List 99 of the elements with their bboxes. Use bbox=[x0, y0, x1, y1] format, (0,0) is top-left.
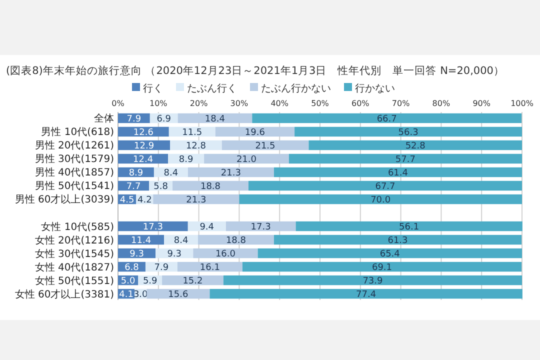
data-label: 12.8 bbox=[186, 141, 206, 152]
data-label: 56.1 bbox=[399, 222, 420, 232]
data-label: 61.3 bbox=[388, 236, 408, 246]
x-tick-label: 30% bbox=[230, 99, 248, 108]
data-label: 5.8 bbox=[154, 182, 168, 192]
bar bbox=[153, 194, 240, 204]
data-label: 15.6 bbox=[168, 290, 188, 300]
chart-title: (図表8)年末年始の旅行意向 （2020年12月23日～2021年1月3日 性年代別 単一回答 N=20,000） bbox=[6, 64, 504, 77]
bar bbox=[274, 234, 522, 245]
data-label: 18.8 bbox=[200, 182, 221, 192]
data-label: 11.5 bbox=[182, 128, 202, 138]
data-label: 8.9 bbox=[128, 168, 144, 178]
data-label: 6.8 bbox=[124, 262, 140, 273]
y-tick-label: 男性 20代(1261) bbox=[34, 140, 114, 152]
bar bbox=[223, 275, 522, 286]
data-label: 9.3 bbox=[130, 249, 144, 260]
x-tick-label: 100% bbox=[510, 99, 534, 108]
bar bbox=[252, 113, 522, 124]
data-label: 77.4 bbox=[356, 290, 376, 300]
data-label: 12.4 bbox=[133, 154, 154, 165]
data-label: 52.8 bbox=[405, 141, 426, 152]
bar bbox=[118, 221, 188, 232]
data-label: 61.4 bbox=[388, 168, 408, 178]
x-tick-label: 40% bbox=[270, 99, 289, 108]
data-label: 12.9 bbox=[134, 141, 154, 152]
x-tick-label: 80% bbox=[432, 99, 450, 108]
data-label: 21.3 bbox=[220, 168, 241, 178]
data-label: 9.4 bbox=[200, 222, 214, 232]
legend-label: 行かない bbox=[355, 84, 395, 94]
data-label: 65.4 bbox=[380, 249, 400, 260]
data-label: 18.4 bbox=[204, 114, 226, 124]
bar bbox=[258, 248, 522, 258]
data-label: 7.9 bbox=[154, 262, 169, 273]
bar bbox=[248, 180, 522, 191]
bar bbox=[188, 167, 274, 178]
y-tick-label: 女性 40代(1827) bbox=[34, 261, 114, 274]
x-tick-label: 90% bbox=[472, 99, 491, 108]
y-tick-label: 女性 60才以上(3381) bbox=[14, 288, 114, 300]
data-label: 57.7 bbox=[395, 154, 416, 165]
data-label: 16.1 bbox=[200, 262, 220, 273]
data-label: 66.7 bbox=[376, 114, 397, 124]
y-tick-label: 女性 50代(1551) bbox=[34, 274, 114, 287]
data-label: 4.5 bbox=[120, 195, 134, 206]
bar bbox=[242, 262, 522, 272]
data-label: 15.2 bbox=[182, 276, 203, 286]
y-tick-label: 女性 20代(1216) bbox=[34, 234, 114, 246]
data-label: 21.5 bbox=[255, 141, 276, 152]
bar bbox=[239, 194, 522, 204]
legend-label: たぶん行かない bbox=[261, 84, 331, 94]
bar bbox=[274, 167, 522, 178]
bar bbox=[210, 288, 522, 299]
bar bbox=[226, 221, 296, 232]
y-tick-label: 男性 10代(618) bbox=[41, 126, 114, 138]
data-label: 70.0 bbox=[370, 195, 391, 206]
data-label: 67.7 bbox=[375, 182, 396, 192]
y-tick-label: 女性 10代(585) bbox=[41, 220, 114, 233]
legend-label: たぶん行く bbox=[187, 84, 237, 94]
data-label: 4.1 bbox=[119, 290, 134, 300]
y-tick-label: 女性 30代(1545) bbox=[34, 248, 114, 260]
y-tick-label: 男性 40代(1857) bbox=[34, 166, 114, 179]
data-label: 4.2 bbox=[138, 195, 152, 206]
legend-label: 行く bbox=[143, 84, 163, 94]
data-label: 16.0 bbox=[215, 249, 236, 260]
bar bbox=[294, 126, 522, 137]
data-label: 21.0 bbox=[236, 154, 257, 165]
data-label: 19.6 bbox=[244, 128, 266, 138]
data-label: 5.9 bbox=[142, 276, 158, 286]
bar bbox=[288, 154, 522, 164]
data-label: 6.9 bbox=[156, 114, 172, 124]
data-label: 56.3 bbox=[398, 128, 418, 138]
data-label: 73.9 bbox=[362, 276, 384, 286]
data-label: 8.9 bbox=[178, 154, 194, 165]
data-label: 7.7 bbox=[126, 182, 141, 192]
data-label: 7.9 bbox=[126, 114, 142, 124]
y-tick-label: 男性 60才以上(3039) bbox=[14, 194, 114, 206]
bar bbox=[308, 140, 522, 150]
x-tick-label: 70% bbox=[392, 99, 410, 108]
data-label: 17.3 bbox=[250, 222, 271, 232]
x-tick-label: 50% bbox=[311, 99, 330, 108]
bar bbox=[296, 221, 522, 232]
x-tick-label: 20% bbox=[190, 99, 208, 108]
x-tick-label: 10% bbox=[150, 99, 168, 108]
y-tick-label: 男性 30代(1579) bbox=[34, 153, 114, 166]
bar bbox=[204, 154, 289, 164]
y-tick-label: 男性 50代(1541) bbox=[34, 180, 114, 192]
x-tick-label: 0% bbox=[112, 99, 125, 108]
y-tick-label: 全体 bbox=[94, 112, 114, 125]
bar bbox=[222, 140, 309, 150]
data-label: 18.8 bbox=[226, 236, 246, 246]
data-label: 8.4 bbox=[164, 168, 178, 178]
data-label: 11.4 bbox=[131, 236, 152, 246]
x-tick-label: 60% bbox=[352, 99, 370, 108]
data-label: 17.3 bbox=[142, 222, 163, 232]
data-label: 21.3 bbox=[186, 195, 206, 206]
data-label: 69.1 bbox=[372, 262, 392, 273]
data-label: 8.4 bbox=[174, 236, 188, 246]
data-label: 9.3 bbox=[167, 249, 182, 260]
data-label: 12.6 bbox=[133, 128, 154, 138]
data-label: 5.0 bbox=[120, 276, 136, 286]
